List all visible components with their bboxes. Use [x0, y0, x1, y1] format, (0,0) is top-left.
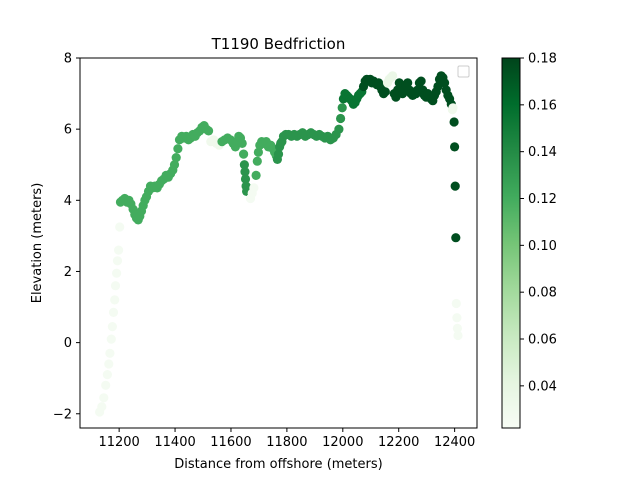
x-tick-label: 11400 [154, 435, 195, 450]
x-tick-label: 12200 [378, 435, 419, 450]
x-tick-label: 12000 [322, 435, 363, 450]
colorbar-tick-label: 0.18 [528, 52, 557, 67]
data-point [240, 167, 250, 177]
data-point [403, 78, 413, 88]
data-point [452, 323, 462, 333]
x-axis: 11200 11400 11600 11800 12000 12200 12400 [98, 428, 475, 450]
data-point [173, 144, 183, 154]
legend-box [457, 65, 470, 78]
data-points [95, 71, 463, 417]
data-point [336, 113, 346, 124]
data-point [388, 71, 398, 81]
data-point [273, 149, 284, 159]
data-point [106, 334, 116, 344]
y-tick-label: 8 [64, 52, 72, 67]
data-point [334, 124, 344, 134]
data-point [240, 174, 251, 184]
data-point [239, 160, 249, 170]
colorbar-tick-label: 0.12 [528, 192, 557, 207]
data-point [416, 76, 426, 86]
data-point [171, 153, 181, 163]
colorbar [501, 57, 521, 429]
colorbar-tick-label: 0.08 [528, 286, 557, 301]
data-point [251, 170, 261, 180]
data-point [110, 295, 120, 305]
colorbar-tick-label: 0.14 [528, 145, 557, 160]
chart-title: T1190 Bedfriction [211, 35, 346, 53]
data-point [169, 160, 180, 170]
data-point [237, 138, 247, 148]
data-point [105, 348, 115, 358]
y-tick-label: −2 [53, 407, 72, 422]
data-point [451, 298, 461, 309]
data-point [450, 142, 460, 152]
colorbar-axis: 0.04 0.06 0.08 0.10 0.12 0.14 0.16 0.18 [520, 52, 557, 394]
data-point [115, 222, 125, 232]
data-point [104, 359, 114, 369]
data-point [450, 181, 460, 191]
y-tick-label: 0 [64, 336, 72, 351]
data-point [252, 156, 262, 166]
data-point [102, 370, 112, 380]
data-point [449, 117, 459, 127]
data-point [380, 87, 390, 97]
data-point [440, 78, 450, 88]
data-point [337, 103, 347, 113]
data-point [204, 126, 214, 136]
data-point [448, 103, 458, 113]
x-tick-label: 12400 [434, 435, 475, 450]
colorbar-tick-label: 0.06 [528, 333, 557, 348]
x-tick-label: 11200 [98, 435, 139, 450]
x-tick-label: 11800 [266, 435, 307, 450]
data-point [239, 149, 249, 159]
data-point [108, 307, 119, 317]
y-tick-label: 6 [64, 123, 72, 138]
data-point [107, 322, 117, 332]
data-point [451, 233, 461, 243]
data-point [114, 245, 124, 255]
x-axis-title: Distance from offshore (meters) [174, 457, 382, 472]
data-point [99, 393, 109, 403]
data-point [112, 256, 123, 266]
y-axis-title: Elevation (meters) [30, 183, 45, 304]
plot-frame [79, 57, 478, 429]
data-point [97, 402, 107, 412]
data-point [112, 268, 122, 278]
colorbar-tick-label: 0.04 [528, 379, 557, 394]
data-point [249, 183, 259, 193]
colorbar-tick-label: 0.10 [528, 239, 557, 254]
data-point [101, 380, 111, 390]
y-tick-label: 2 [64, 265, 72, 280]
data-point [453, 330, 463, 341]
y-axis: −2 0 2 4 6 8 [53, 52, 80, 422]
data-point [452, 313, 462, 323]
x-tick-label: 11600 [210, 435, 251, 450]
data-point [253, 147, 263, 157]
data-point [110, 281, 121, 291]
colorbar-tick-label: 0.16 [528, 98, 557, 113]
y-tick-label: 4 [64, 194, 72, 209]
